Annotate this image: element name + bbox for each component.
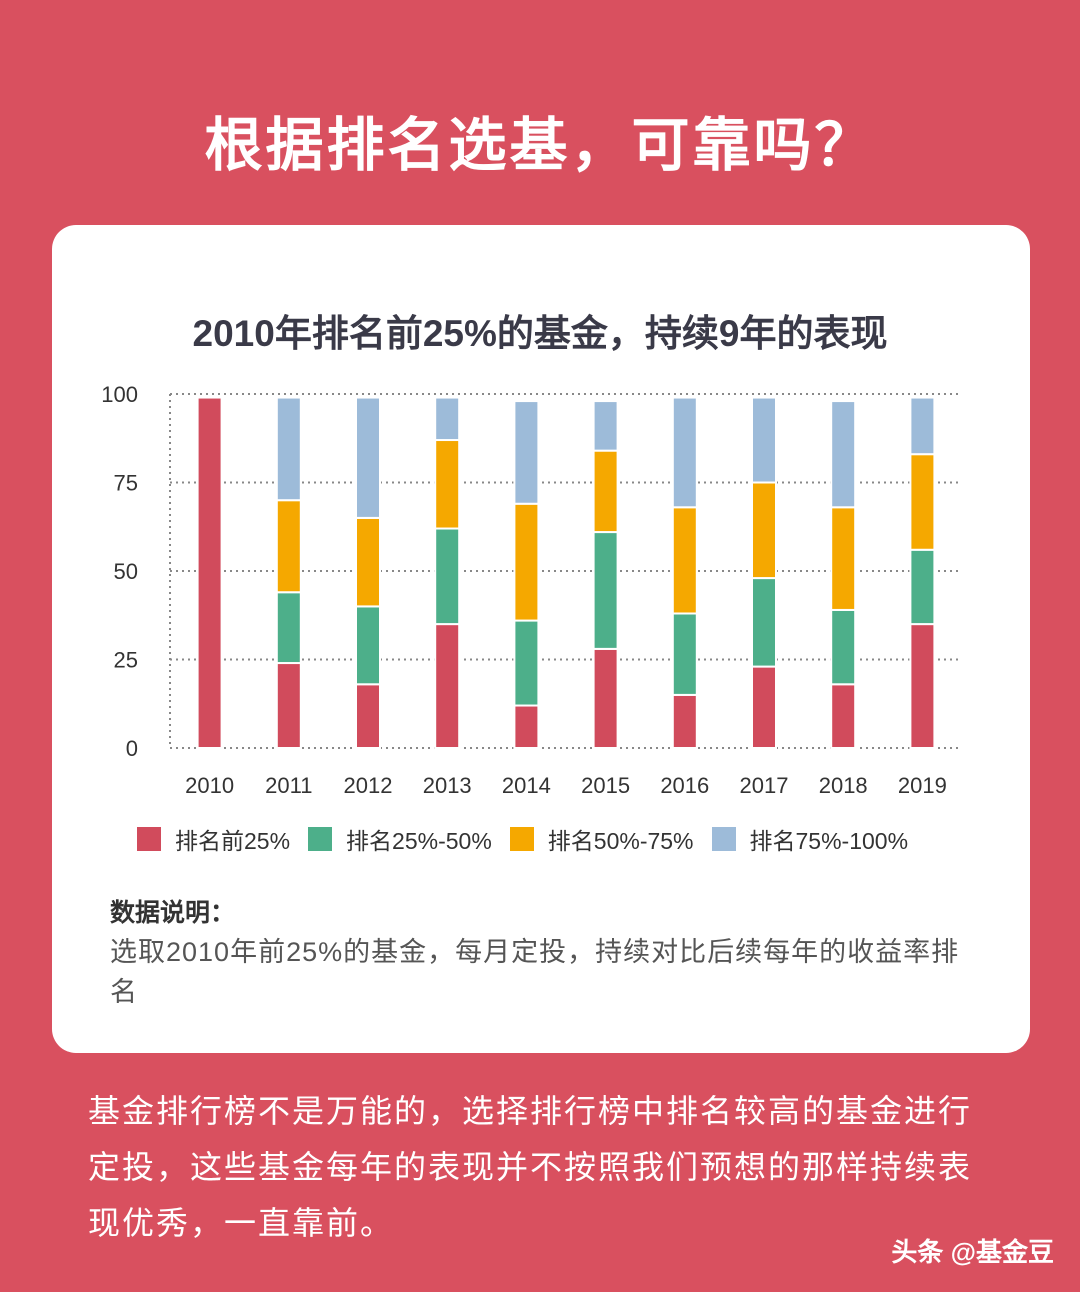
bar-segment xyxy=(275,499,302,594)
bar-segment xyxy=(434,396,461,442)
note-title: 数据说明： xyxy=(110,899,236,927)
legend-swatch xyxy=(509,827,534,851)
x-tick-label: 2011 xyxy=(265,773,312,798)
bar-segment xyxy=(513,400,540,505)
legend-item: 排名50%-75% xyxy=(509,822,694,856)
legend-label: 排名25%-50% xyxy=(346,828,492,854)
legend-item: 排名前25% xyxy=(137,822,290,856)
bar-segment xyxy=(275,591,302,665)
bar-segment xyxy=(434,439,461,530)
bar-segment xyxy=(909,396,936,456)
y-tick-label: 100 xyxy=(101,382,138,407)
x-tick-label: 2014 xyxy=(502,773,551,798)
stacked-bar-chart: 0 25 50 75 100 2010 2011 2012 2013 2014 2015 2016 20… xyxy=(101,382,962,798)
bar-segment xyxy=(751,665,777,750)
bar-segment xyxy=(909,453,936,551)
y-tick-label: 25 xyxy=(114,648,138,673)
legend-swatch xyxy=(308,827,333,851)
x-tick-label: 2013 xyxy=(423,773,472,798)
bar-segment xyxy=(434,527,461,626)
bar-segment xyxy=(671,396,698,509)
y-tick-label: 0 xyxy=(126,736,138,761)
bar-segment xyxy=(355,683,381,750)
bar-segment xyxy=(671,612,698,696)
bar-segment xyxy=(830,683,857,750)
bar-segment xyxy=(592,449,619,534)
legend-item: 排名25%-50% xyxy=(308,822,492,856)
bar-segment xyxy=(909,623,936,749)
y-tick-label: 50 xyxy=(114,559,138,584)
bar-segment xyxy=(751,396,777,484)
bar-segment xyxy=(513,704,540,750)
bar-segment xyxy=(830,608,857,686)
legend-label: 排名50%-75% xyxy=(547,828,694,854)
bar-segment xyxy=(592,531,619,650)
bar-segment xyxy=(909,548,936,626)
page-title: 根据排名选基，可靠吗？ xyxy=(204,113,876,178)
bar-segment xyxy=(751,481,777,580)
x-tick-label: 2019 xyxy=(898,773,947,798)
x-tick-label: 2017 xyxy=(740,773,789,798)
bar-segment xyxy=(671,506,698,615)
bar-segment xyxy=(592,400,619,452)
x-tick-label: 2018 xyxy=(819,773,868,798)
bar-segment xyxy=(355,396,381,519)
bar-segment xyxy=(830,506,857,611)
summary-text: 基金排行榜不是万能的，选择排行榜中排名较高的基金进行定投，这些基金每年的表现并不… xyxy=(88,1093,973,1241)
legend-label: 排名75%-100% xyxy=(749,828,909,854)
bar-segment xyxy=(434,623,461,749)
bar-segment xyxy=(751,577,777,668)
watermark: 头条 @基金豆 xyxy=(891,1237,1054,1267)
bar-segment xyxy=(671,693,698,750)
bar-segment xyxy=(355,605,381,686)
x-tick-label: 2010 xyxy=(185,773,234,798)
bar-segment xyxy=(513,619,540,707)
legend-label: 排名前25% xyxy=(175,828,291,854)
chart-legend: 排名前25% 排名25%-50% 排名50%-75% 排名75%-100% xyxy=(137,822,908,856)
bar-segment xyxy=(355,516,381,608)
x-tick-label: 2016 xyxy=(660,773,709,798)
x-tick-label: 2015 xyxy=(581,773,630,798)
bar-segment xyxy=(592,647,619,750)
legend-swatch xyxy=(711,827,736,851)
chart-title: 2010年排名前25%的基金，持续9年的表现 xyxy=(192,313,888,354)
bar-segment xyxy=(513,502,540,622)
bar-segment xyxy=(196,396,223,749)
bar-segment xyxy=(830,400,857,509)
bar-segment xyxy=(275,662,302,749)
x-tick-label: 2012 xyxy=(344,773,393,798)
legend-swatch xyxy=(137,827,161,851)
legend-item: 排名75%-100% xyxy=(711,822,909,856)
bar-segment xyxy=(275,396,302,502)
note-body: 选取2010年前25%的基金，每月定投，持续对比后续每年的收益率排名 xyxy=(110,937,960,1007)
y-tick-label: 75 xyxy=(114,471,138,496)
